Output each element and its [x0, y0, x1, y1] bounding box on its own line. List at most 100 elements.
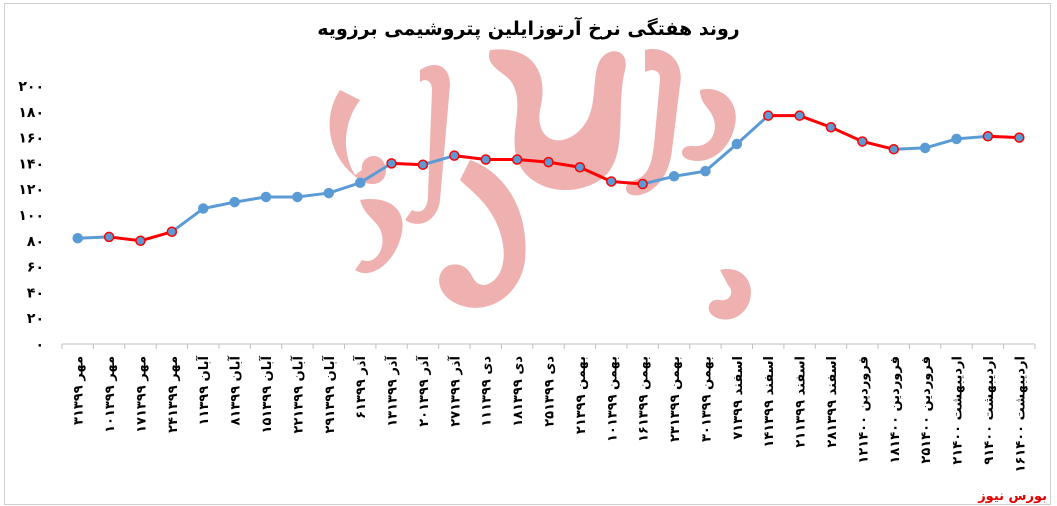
series-segment	[703, 142, 739, 173]
x-tick-label: ۲۸اسفند ۱۳۹۹	[825, 356, 840, 448]
x-tick-label: ۱۶بهمن ۱۳۹۹	[637, 356, 652, 442]
series-segment	[829, 125, 864, 143]
data-point	[166, 226, 178, 238]
x-tick-label: ۲۵دی ۱۳۹۹	[543, 356, 558, 427]
y-tick-label: ۱۲۰	[18, 182, 44, 198]
data-point	[762, 110, 774, 121]
x-tick-label: ۲۵فروردین ۱۴۰۰	[919, 356, 934, 464]
data-point	[543, 156, 554, 168]
x-tick-label: ۱۸فروردین ۱۴۰۰	[888, 356, 903, 464]
series-segment	[107, 235, 142, 243]
data-point	[417, 159, 429, 170]
chart-frame	[4, 3, 1051, 505]
data-point	[197, 203, 209, 214]
y-axis: ۰ ۲۰ ۴۰ ۶۰ ۸۰ ۱۰۰ ۱۲۰ ۱۴۰ ۱۶۰ ۱۸۰ ۲۰۰	[18, 79, 44, 353]
data-point	[511, 154, 523, 165]
y-tick-label: ۲۰	[27, 311, 44, 327]
data-point	[825, 122, 837, 133]
data-point	[1014, 132, 1025, 143]
x-tick-label: ۲۳بهمن ۱۳۹۹	[668, 356, 683, 442]
data-point	[354, 177, 366, 188]
series-segment	[421, 154, 456, 167]
y-tick-label: ۱۴۰	[18, 156, 44, 172]
series-segment	[201, 200, 237, 211]
series-segment	[735, 114, 770, 146]
data-point	[794, 110, 805, 121]
series-segment	[295, 191, 331, 199]
y-tick-label: ۴۰	[27, 285, 44, 301]
data-point	[574, 162, 586, 173]
series-segment	[641, 174, 676, 186]
series-segment	[452, 154, 488, 162]
data-point	[260, 191, 272, 203]
x-tick-label: ۲۲آبان ۱۳۹۹	[289, 355, 306, 433]
series-segment	[923, 137, 959, 150]
x-tick-label: ۱۷مهر ۱۳۹۹	[134, 356, 149, 433]
x-tick-label: ۱۶اردیبهشت ۱۴۰۰	[1013, 356, 1028, 473]
data-point	[323, 187, 335, 199]
y-tick-label: ۰	[35, 337, 44, 353]
x-tick-label: ۱۸دی ۱۳۹۹	[511, 356, 526, 427]
x-tick-label: ۱۴اسفند ۱۳۹۹	[762, 356, 777, 448]
y-tick-label: ۱۰۰	[18, 208, 44, 224]
x-tick-label: ۲اردیبهشت ۱۴۰۰	[951, 356, 966, 465]
data-point	[919, 142, 931, 154]
series-segment	[233, 195, 268, 204]
data-point	[135, 235, 146, 247]
series-segment	[327, 181, 362, 195]
series-segment	[798, 114, 833, 129]
series-segment	[672, 169, 707, 178]
watermark-logo	[329, 49, 751, 320]
data-point	[292, 191, 303, 203]
series-segment	[860, 139, 896, 151]
data-point	[449, 150, 460, 161]
chart-title: روند هفتگی نرخ آرتوزایلین پتروشیمی برزوی…	[317, 18, 740, 40]
x-tick-label: ۱۳آذر ۱۳۹۹	[384, 355, 401, 426]
x-tick-label: ۱۰مهر ۱۳۹۹	[103, 356, 118, 433]
x-tick-label: ۲۹آبان ۱۳۹۹	[321, 355, 338, 433]
series-segment	[358, 161, 394, 185]
data-point	[72, 232, 83, 244]
x-tick-label: ۲بهمن ۱۳۹۹	[574, 356, 589, 434]
data-point	[103, 231, 115, 243]
y-tick-label: ۱۶۰	[18, 131, 44, 147]
data-point	[637, 178, 648, 190]
y-tick-label: ۶۰	[27, 260, 44, 276]
price-series	[72, 110, 1025, 247]
x-tick-label: ۸آبان ۱۳۹۹	[227, 355, 244, 425]
data-point	[982, 131, 994, 142]
series-segment	[138, 230, 174, 243]
series-segment	[578, 165, 613, 183]
x-tick-label: ۹اردیبهشت ۱۴۰۰	[982, 356, 997, 465]
series-segment	[170, 207, 205, 234]
x-tick-label: ۶آذر ۱۳۹۹	[352, 355, 369, 418]
series-segment	[547, 160, 582, 169]
x-tick-label: ۱۲فروردین ۱۴۰۰	[856, 356, 871, 464]
source-credit: بورس نیوز	[978, 489, 1047, 504]
data-point	[229, 196, 240, 208]
data-point	[386, 158, 397, 169]
x-tick-label: ۱۰بهمن ۱۳۹۹	[605, 356, 620, 442]
data-point	[480, 154, 491, 165]
y-tick-label: ۱۸۰	[18, 105, 44, 121]
y-tick-label: ۸۰	[27, 234, 44, 250]
x-tick-label: ۳۰بهمن ۱۳۹۹	[699, 356, 714, 442]
x-tick-label: ۲۱اسفند ۱۳۹۹	[794, 356, 809, 448]
x-tick-label: ۲۰آذر ۱۳۹۹	[415, 355, 432, 426]
data-point	[668, 171, 680, 182]
data-point	[888, 143, 900, 155]
x-tick-label: ۱۵آبان ۱۳۹۹	[258, 355, 275, 433]
x-tick-label: ۱۱دی ۱۳۹۹	[480, 356, 495, 427]
x-tick-label: ۷اسفند ۱۳۹۹	[731, 356, 746, 440]
data-point	[951, 133, 962, 145]
y-tick-label: ۲۰۰	[18, 79, 44, 95]
data-point	[700, 165, 711, 177]
data-point	[731, 138, 743, 150]
x-tick-label: ۱آبان ۱۳۹۹	[195, 355, 212, 425]
data-point	[857, 136, 868, 147]
x-axis: ۳مهر ۱۳۹۹ ۱۰مهر ۱۳۹۹ ۱۷مهر ۱۳۹۹ ۲۴مهر ۱۳۹۹ ۱…	[61, 343, 1036, 473]
x-tick-label: ۲۷آذر ۱۳۹۹	[446, 355, 463, 426]
x-tick-label: ۲۴مهر ۱۳۹۹	[166, 356, 181, 433]
data-point	[606, 176, 617, 187]
